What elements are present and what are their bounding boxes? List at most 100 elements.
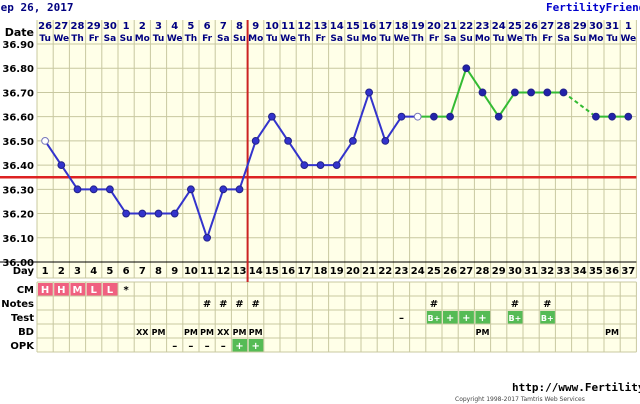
row-label-date: Date xyxy=(5,26,34,39)
y-tick-label: 36.40 xyxy=(2,161,34,172)
weekday-label: We xyxy=(280,34,296,44)
weekday-label: Su xyxy=(573,34,586,44)
date-label: 1 xyxy=(123,21,130,32)
date-label: 16 xyxy=(362,21,376,32)
notes-mark: # xyxy=(430,299,438,310)
temp-point xyxy=(511,88,519,97)
temp-segment xyxy=(481,91,500,118)
date-label: 30 xyxy=(589,21,603,32)
weekday-label: Su xyxy=(233,34,246,44)
date-label: 5 xyxy=(187,21,194,32)
day-label: 27 xyxy=(459,266,473,277)
day-label: 31 xyxy=(524,266,538,277)
opk-mark: + xyxy=(252,341,260,352)
bd-mark: PM xyxy=(476,328,490,337)
date-label: 22 xyxy=(459,21,473,32)
bd-mark: PM xyxy=(605,328,619,337)
test-cell xyxy=(507,311,523,324)
date-label: 24 xyxy=(492,21,506,32)
test-mark: B+ xyxy=(508,314,521,323)
temp-point xyxy=(203,233,212,242)
test-cell xyxy=(540,311,555,324)
cm-cell xyxy=(86,283,102,296)
notes-mark: # xyxy=(511,299,519,310)
date-label: 30 xyxy=(103,21,117,32)
test-mark: + xyxy=(446,313,454,324)
footer-url[interactable]: http://www.Fertility xyxy=(512,381,640,394)
day-label: 9 xyxy=(171,266,178,277)
opk-mark: – xyxy=(172,341,177,352)
weekday-label: Mo xyxy=(588,34,603,44)
weekday-label: Th xyxy=(411,34,424,44)
cm-cell xyxy=(70,283,86,296)
y-tick-label: 36.90 xyxy=(2,40,34,51)
cm-mark: L xyxy=(107,285,114,296)
day-label: 20 xyxy=(346,266,360,277)
date-label: 21 xyxy=(443,21,457,32)
temp-point xyxy=(559,88,568,97)
test-cell xyxy=(459,311,474,324)
temp-point xyxy=(413,112,422,121)
date-label: 27 xyxy=(54,21,68,32)
weekday-label: Tu xyxy=(153,34,165,44)
day-label: 32 xyxy=(540,266,554,277)
day-label: 28 xyxy=(476,266,490,277)
notes-mark: # xyxy=(203,299,211,310)
temp-segment xyxy=(335,140,354,166)
cm-cell xyxy=(54,283,69,296)
bd-mark: PM xyxy=(184,328,198,337)
temp-point xyxy=(268,112,276,121)
day-label: 35 xyxy=(589,266,603,277)
day-label: 17 xyxy=(297,266,311,277)
temp-point xyxy=(284,136,293,145)
day-label: 33 xyxy=(557,266,571,277)
day-label: 5 xyxy=(106,266,113,277)
temp-point xyxy=(430,112,438,121)
date-label: 19 xyxy=(411,21,425,32)
temp-point xyxy=(543,88,552,97)
date-label: 6 xyxy=(204,21,211,32)
weekday-label: We xyxy=(167,34,183,44)
date-label: 26 xyxy=(524,21,538,32)
weekday-label: Sa xyxy=(330,34,343,44)
weekday-label: We xyxy=(53,34,69,44)
temp-point xyxy=(624,112,633,121)
test-mark: B+ xyxy=(541,314,554,323)
day-label: 10 xyxy=(184,266,198,277)
day-label: 15 xyxy=(265,266,279,277)
day-label: 18 xyxy=(314,266,328,277)
y-tick-label: 36.60 xyxy=(2,113,34,124)
date-label: 11 xyxy=(281,21,295,32)
cm-mark: M xyxy=(73,285,83,296)
day-label: 6 xyxy=(123,266,130,277)
cm-mark: * xyxy=(123,285,129,296)
temp-point xyxy=(592,112,600,121)
cm-mark: H xyxy=(41,285,49,296)
footer-copyright: Copyright 1998-2017 Tamtris Web Services xyxy=(455,396,585,403)
day-label: 13 xyxy=(233,266,247,277)
test-cell xyxy=(443,311,458,324)
date-label: 10 xyxy=(265,21,279,32)
date-label: 31 xyxy=(605,21,619,32)
weekday-label: Tu xyxy=(493,34,505,44)
temp-segment xyxy=(384,116,403,142)
weekday-label: We xyxy=(620,34,636,44)
chart-date: Sep 26, 2017 xyxy=(0,1,74,14)
date-label: 2 xyxy=(139,21,146,32)
temp-point xyxy=(478,88,487,97)
row-label-cm: CM xyxy=(17,285,34,296)
temp-segment xyxy=(189,189,209,239)
day-label: 36 xyxy=(605,266,619,277)
date-label: 29 xyxy=(87,21,101,32)
temp-point xyxy=(462,64,471,73)
test-mark: B+ xyxy=(427,314,440,323)
temp-segment xyxy=(206,189,225,239)
opk-mark: – xyxy=(188,341,193,352)
date-label: 13 xyxy=(314,21,328,32)
day-label: 19 xyxy=(330,266,344,277)
y-tick-label: 36.30 xyxy=(2,185,34,196)
day-label: 1 xyxy=(42,266,49,277)
date-label: 7 xyxy=(220,21,227,32)
y-tick-label: 36.10 xyxy=(2,234,34,245)
